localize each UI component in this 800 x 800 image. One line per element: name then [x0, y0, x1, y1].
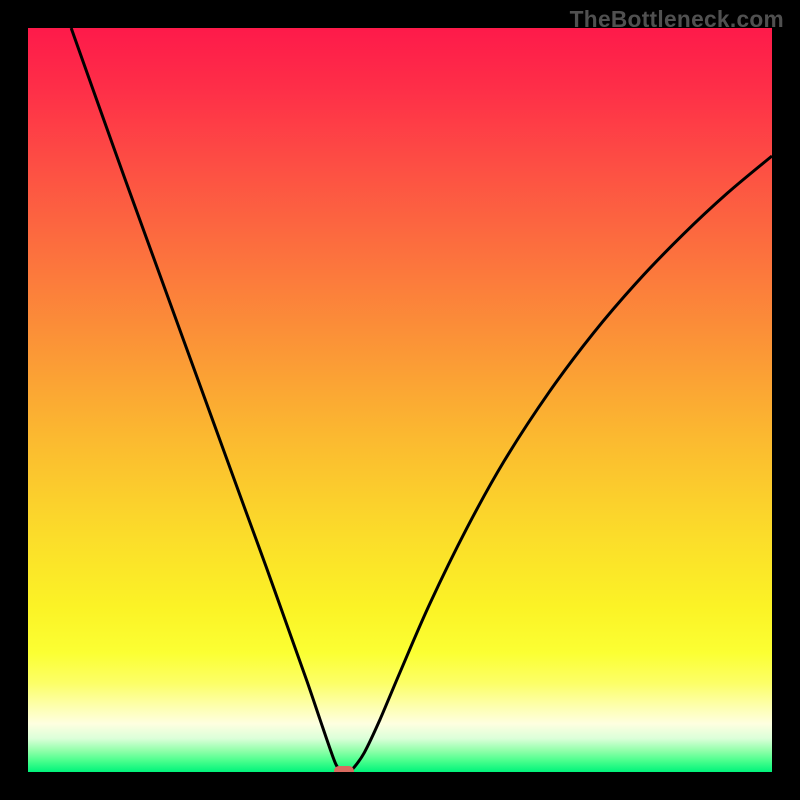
bottleneck-curve-svg	[28, 28, 772, 772]
optimum-marker	[334, 766, 354, 773]
plot-area	[28, 28, 772, 772]
watermark-text: TheBottleneck.com	[570, 6, 784, 33]
plot-background	[28, 28, 772, 772]
